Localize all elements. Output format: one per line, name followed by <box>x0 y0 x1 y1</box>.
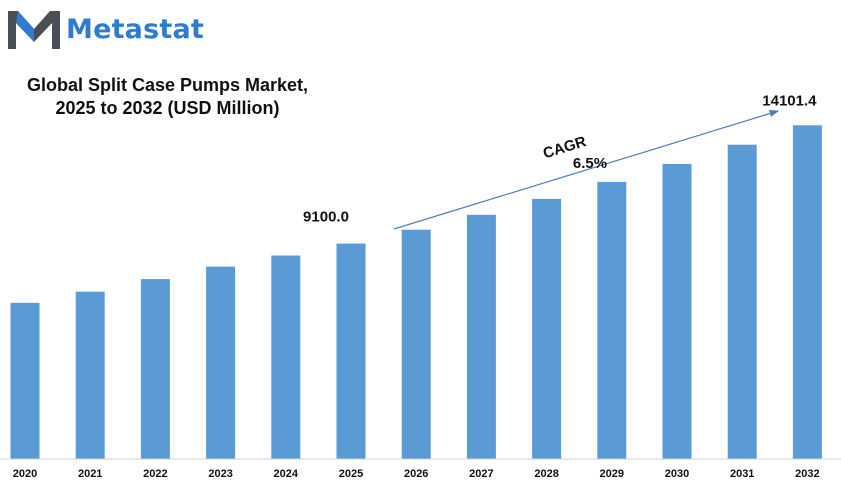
bar-2031 <box>727 144 757 459</box>
bar-2020 <box>10 302 40 459</box>
data-label-2032: 14101.4 <box>762 92 817 109</box>
x-tick-label-2029: 2029 <box>600 468 624 480</box>
bar-2029 <box>597 181 627 459</box>
brand-name: Metastat <box>66 13 205 45</box>
x-tick-label-2028: 2028 <box>534 468 558 480</box>
bar-2032 <box>792 125 822 460</box>
x-tick-label-2022: 2022 <box>143 468 167 480</box>
x-tick-label-2024: 2024 <box>274 468 299 480</box>
x-tick-label-2031: 2031 <box>730 468 754 480</box>
chart-title-line-2: 2025 to 2032 (USD Million) <box>55 98 280 118</box>
data-label-2025: 9100.0 <box>303 209 349 226</box>
bar-series <box>10 125 822 460</box>
cagr-arrow <box>393 110 780 230</box>
metastat-m-logo-icon <box>8 11 60 49</box>
x-tick-label-2030: 2030 <box>665 468 689 480</box>
x-tick-label-2027: 2027 <box>469 468 493 480</box>
cagr-value: 6.5% <box>573 155 607 172</box>
data-labels: 9100.0 14101.4 <box>303 92 817 225</box>
x-tick-label-2032: 2032 <box>795 468 819 480</box>
bar-2028 <box>532 198 562 459</box>
bar-2027 <box>466 214 496 459</box>
bar-2026 <box>401 229 431 459</box>
bar-2030 <box>662 163 692 459</box>
brand-logo: Metastat <box>8 8 204 50</box>
x-tick-label-2025: 2025 <box>339 468 363 480</box>
x-tick-label-2026: 2026 <box>404 468 428 480</box>
bar-2023 <box>206 266 236 459</box>
chart-title-line-1: Global Split Case Pumps Market, <box>26 75 309 95</box>
chart-title: Global Split Case Pumps Market, 2025 to … <box>10 74 325 120</box>
x-tick-label-2020: 2020 <box>13 468 37 480</box>
bar-2024 <box>271 255 301 459</box>
bar-2022 <box>140 279 170 459</box>
x-tick-label-2021: 2021 <box>78 468 102 480</box>
x-tick-label-2023: 2023 <box>208 468 232 480</box>
bar-2025 <box>336 243 366 459</box>
bar-2021 <box>75 291 105 459</box>
x-axis-tick-labels: 2020 2021 2022 2023 2024 2025 2026 2027 2028 2029… <box>13 468 820 480</box>
